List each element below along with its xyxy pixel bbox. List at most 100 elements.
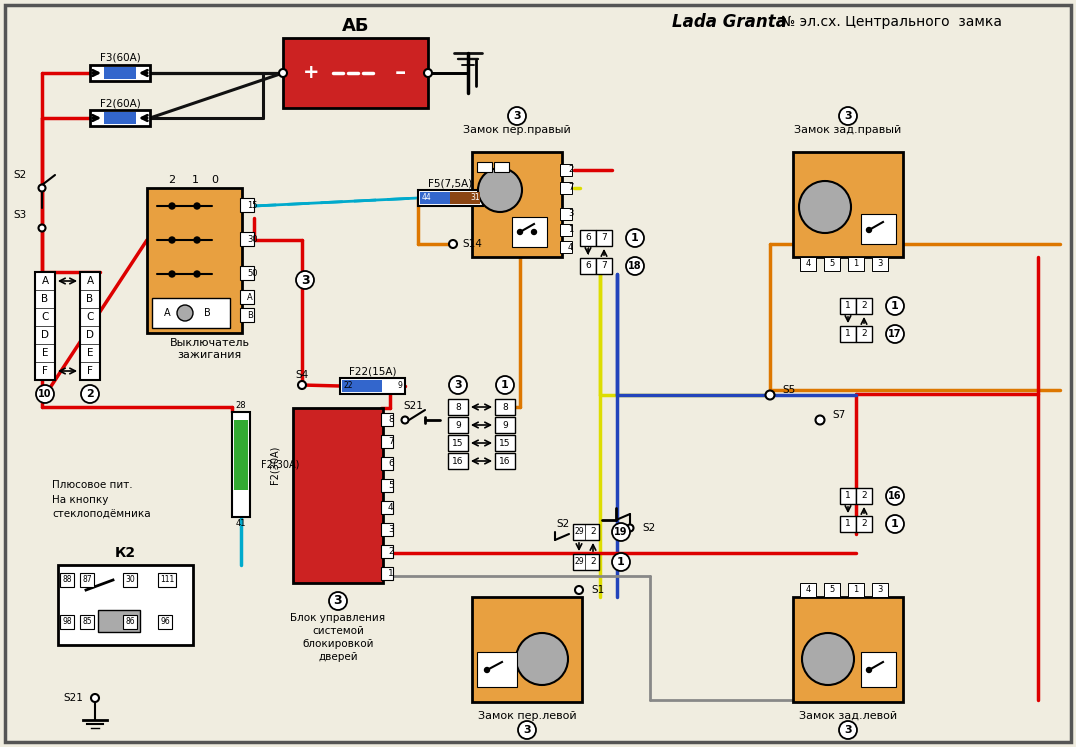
Text: 1: 1: [618, 557, 625, 567]
Bar: [477, 652, 516, 687]
Text: 2: 2: [861, 492, 867, 500]
Text: Замок зад.правый: Замок зад.правый: [794, 125, 902, 135]
Text: АБ: АБ: [342, 17, 369, 35]
Text: +: +: [302, 63, 320, 82]
Bar: [861, 652, 896, 687]
Text: 3: 3: [388, 525, 394, 535]
Text: 1: 1: [845, 329, 851, 338]
Text: 28: 28: [236, 400, 246, 409]
Bar: [560, 224, 572, 236]
Bar: [560, 241, 572, 253]
Text: дверей: дверей: [318, 652, 358, 662]
Text: 1: 1: [845, 519, 851, 528]
Bar: [596, 258, 612, 274]
Bar: [448, 417, 468, 433]
Bar: [58, 565, 193, 645]
Text: B: B: [42, 294, 48, 304]
Bar: [340, 378, 405, 394]
Bar: [848, 257, 864, 271]
Bar: [472, 597, 582, 702]
Text: F: F: [87, 366, 93, 376]
Text: Замок пер.левой: Замок пер.левой: [478, 711, 577, 721]
Bar: [477, 162, 492, 172]
Text: 15: 15: [247, 202, 257, 211]
Bar: [381, 545, 393, 558]
Text: Lada Granta: Lada Granta: [672, 13, 787, 31]
Circle shape: [886, 297, 904, 315]
Text: блокировкой: блокировкой: [302, 639, 373, 649]
Circle shape: [478, 168, 522, 212]
Text: стеклоподёмника: стеклоподёмника: [52, 510, 151, 520]
Text: B: B: [203, 308, 211, 318]
Text: 111: 111: [160, 575, 174, 584]
Circle shape: [169, 237, 175, 243]
Text: C: C: [41, 312, 48, 322]
Bar: [147, 188, 242, 333]
Text: 7: 7: [568, 184, 574, 193]
Bar: [580, 258, 596, 274]
Bar: [90, 110, 150, 126]
Text: 2: 2: [591, 557, 596, 566]
Bar: [824, 257, 840, 271]
Text: 8: 8: [455, 403, 461, 412]
Text: 1: 1: [632, 233, 639, 243]
Text: 3: 3: [454, 380, 462, 390]
Text: S21: S21: [63, 693, 83, 703]
Text: S3: S3: [14, 210, 27, 220]
Text: 3: 3: [568, 209, 574, 219]
Text: 5: 5: [388, 482, 394, 491]
Bar: [840, 298, 856, 314]
Circle shape: [298, 381, 306, 389]
Circle shape: [449, 376, 467, 394]
Text: 1: 1: [388, 569, 394, 578]
Bar: [560, 182, 572, 194]
Bar: [152, 298, 230, 328]
Bar: [472, 152, 562, 257]
Text: 16: 16: [452, 456, 464, 465]
Bar: [840, 516, 856, 532]
Circle shape: [839, 721, 856, 739]
Bar: [90, 65, 150, 81]
Bar: [856, 488, 872, 504]
Text: F: F: [42, 366, 48, 376]
Bar: [793, 597, 903, 702]
Bar: [158, 615, 172, 629]
Circle shape: [496, 376, 514, 394]
Bar: [872, 257, 888, 271]
Text: 50: 50: [247, 270, 257, 279]
Text: 88: 88: [62, 575, 72, 584]
Text: Замок пер.правый: Замок пер.правый: [463, 125, 571, 135]
Bar: [104, 112, 136, 124]
Text: 4: 4: [805, 586, 810, 595]
Text: B: B: [86, 294, 94, 304]
Text: зажигания: зажигания: [178, 350, 242, 360]
Circle shape: [279, 69, 287, 77]
Text: 30: 30: [125, 575, 134, 584]
Text: 3: 3: [845, 725, 852, 735]
Bar: [98, 610, 140, 632]
Text: 4: 4: [568, 243, 574, 252]
Text: 2: 2: [86, 389, 94, 399]
Bar: [104, 67, 136, 79]
Bar: [799, 257, 816, 271]
Bar: [861, 214, 896, 244]
Text: D: D: [41, 330, 49, 340]
Text: A: A: [42, 276, 48, 286]
Text: 16: 16: [889, 491, 902, 501]
Text: 98: 98: [62, 618, 72, 627]
Text: 1: 1: [568, 226, 574, 235]
Circle shape: [802, 633, 854, 685]
Bar: [560, 208, 572, 220]
Text: 29: 29: [575, 557, 584, 566]
Text: E: E: [42, 348, 48, 358]
Bar: [840, 326, 856, 342]
Text: Плюсовое пит.: Плюсовое пит.: [52, 480, 132, 490]
Text: 3: 3: [845, 111, 852, 121]
Bar: [80, 573, 94, 587]
Bar: [342, 380, 382, 392]
Circle shape: [424, 69, 431, 77]
Bar: [450, 192, 480, 204]
Bar: [293, 408, 383, 583]
Bar: [60, 573, 74, 587]
Circle shape: [518, 721, 536, 739]
